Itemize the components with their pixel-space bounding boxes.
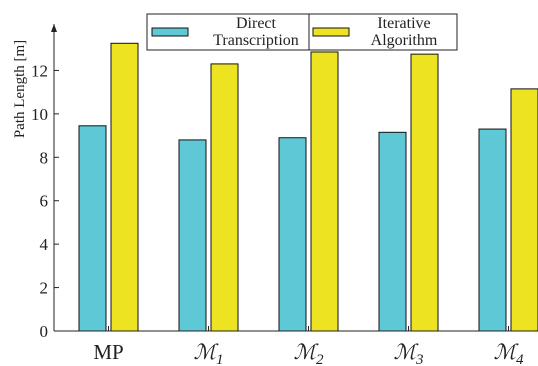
bar-direct-transcription-2	[178, 139, 207, 332]
y-tick-label: 8	[40, 148, 49, 167]
y-tick-label: 4	[40, 235, 49, 254]
bar-direct-transcription-3	[278, 137, 307, 332]
bar-direct-transcription-5	[478, 128, 507, 332]
y-ticks-layer: 0 2 4 6 8 10 12	[31, 61, 59, 341]
bars-layer	[78, 42, 538, 332]
bar-iterative-algorithm-4	[410, 53, 439, 332]
y-tick-label: 0	[40, 322, 49, 341]
x-category-label: MP	[93, 340, 123, 364]
bar-direct-transcription-1	[78, 125, 107, 332]
legend-swatch-iterative-algorithm	[312, 27, 350, 37]
x-category-label: ℳ1	[194, 340, 224, 366]
bar-iterative-algorithm-3	[310, 51, 339, 332]
y-tick-label: 12	[31, 61, 48, 80]
bar-iterative-algorithm-2	[210, 63, 239, 332]
x-category-label: ℳ4	[494, 340, 524, 366]
y-axis-arrow	[51, 24, 57, 32]
y-tick-label: 10	[31, 105, 48, 124]
y-tick-label: 2	[40, 279, 49, 298]
y-axis-label: Path Length [m]	[12, 40, 28, 138]
legend-label: Iterative	[377, 15, 430, 32]
x-categories-layer: MP ℳ1 ℳ2 ℳ3 ℳ4	[93, 340, 524, 366]
axes-layer	[51, 24, 535, 332]
legend-label: Direct	[236, 15, 277, 32]
bar-iterative-algorithm-1	[110, 42, 139, 332]
legend-swatch-direct-transcription	[151, 27, 189, 37]
x-category-label: ℳ2	[294, 340, 324, 366]
y-tick-label: 6	[40, 192, 49, 211]
legend-box	[146, 13, 458, 51]
x-category-label: ℳ3	[394, 340, 424, 366]
bar-iterative-algorithm-5	[510, 88, 538, 332]
bar-direct-transcription-4	[378, 131, 407, 332]
legend-label: Transcription	[213, 32, 299, 49]
legend-label: Algorithm	[371, 32, 438, 49]
